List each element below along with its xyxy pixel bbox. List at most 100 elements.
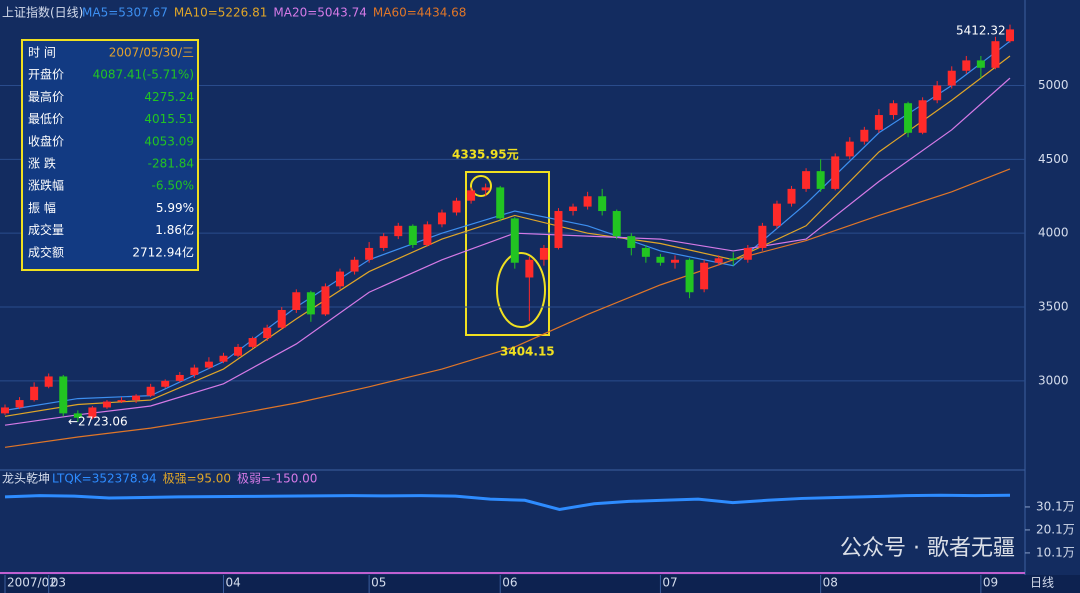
info-label: 成交量 [28,222,64,237]
candle-body [146,386,155,396]
x-tick-label: 06 [502,576,517,590]
candle-body [88,407,97,418]
candle-body [743,247,752,260]
info-label: 振 幅 [28,200,56,215]
candle-body [612,211,621,237]
candle-body [714,258,723,263]
info-value: 4087.41(-5.71%) [93,68,194,82]
candle-body [641,247,650,257]
info-label: 最低价 [28,112,64,126]
candle-body [350,259,359,272]
candle-body [685,259,694,293]
annotation: 3404.15 [500,345,555,359]
period-label: 日线 [1030,576,1054,590]
candle-body [423,224,432,245]
candle-body [729,258,738,260]
candle-body [933,85,942,101]
x-tick-label: 04 [225,576,240,590]
y-tick-label: 4500 [1038,152,1069,166]
info-label: 收盘价 [28,133,64,148]
candle-body [525,259,534,278]
candle-body [44,376,53,387]
candle-body [219,355,228,362]
candle-body [277,309,286,328]
info-value: -6.50% [152,179,194,193]
candle-body [947,70,956,86]
candle-body [991,41,1000,68]
info-label: 涨跌幅 [28,178,64,193]
candle-body [234,346,243,356]
candle-body [263,327,272,339]
candle-body [379,236,388,248]
candle-body [30,386,39,401]
candle-body [467,190,476,201]
x-tick-label: 08 [823,576,838,590]
watermark: 公众号 · 歌者无疆 [840,536,1015,561]
candle-body [59,376,68,414]
candle-body [204,361,213,368]
info-value: -281.84 [148,157,194,171]
ma-line [4,55,1011,417]
info-label: 涨 跌 [28,156,56,171]
candle-body [15,400,24,408]
x-tick-label: 09 [983,576,998,590]
candle-body [336,271,344,287]
candle-body [73,413,82,418]
y-tick-label: 4000 [1038,226,1069,240]
candle-body [627,236,636,248]
indicator-line [4,493,1011,512]
candle-body [248,338,257,347]
info-value: 5.99% [156,201,194,215]
info-label: 最高价 [28,89,64,104]
annotation: ←2723.06 [68,415,128,429]
candle-body [845,141,854,157]
annotation: 4335.95元 [452,148,519,162]
candle-body [321,286,330,315]
candle-body [874,115,883,130]
candle-body [394,225,403,237]
info-value: 2712.94亿 [132,244,194,259]
date-strip [0,575,1080,593]
y-tick-label: 10.1万 [1036,545,1075,559]
indicator-title: 龙头乾坤 [2,471,50,486]
x-tick-label: 2007/02 [7,576,57,590]
candle-body [583,196,592,207]
info-value: 4275.24 [144,90,194,104]
candle-body [437,212,446,225]
legend-entry: LTQK=352378.94 [52,472,157,486]
candle-body [671,259,679,263]
x-tick-label: 05 [371,576,386,590]
candle-body [831,156,840,189]
candle-body [787,188,796,204]
candle-body [656,256,665,263]
candle-body [365,247,374,260]
info-value: 1.86亿 [155,222,194,237]
candle-body [408,225,417,245]
candle-body [1006,29,1014,42]
legend-entry: MA60=4434.68 [373,6,467,20]
annotation: 5412.32 [956,24,1006,38]
candle-body [962,60,971,71]
legend-entry: MA20=5043.74 [273,6,367,20]
candle-body [758,225,767,248]
highlight-box [465,171,550,336]
annotation: 极弱=-150.00 [237,472,317,486]
candle-body [132,395,141,401]
candle-body [102,401,111,408]
candle-body [452,200,461,213]
candle-body [918,100,927,133]
candle-body [700,262,709,290]
candle-body [481,187,490,191]
y-tick-label: 20.1万 [1036,522,1075,536]
candle-body [539,247,548,260]
info-label: 成交额 [28,244,64,259]
candle-body [1,407,9,414]
info-panel [21,39,199,271]
x-tick-label: 03 [51,576,66,590]
candle-body [510,218,519,263]
candle-body [598,196,607,212]
candle-body [569,206,578,212]
candle-body [175,374,184,381]
